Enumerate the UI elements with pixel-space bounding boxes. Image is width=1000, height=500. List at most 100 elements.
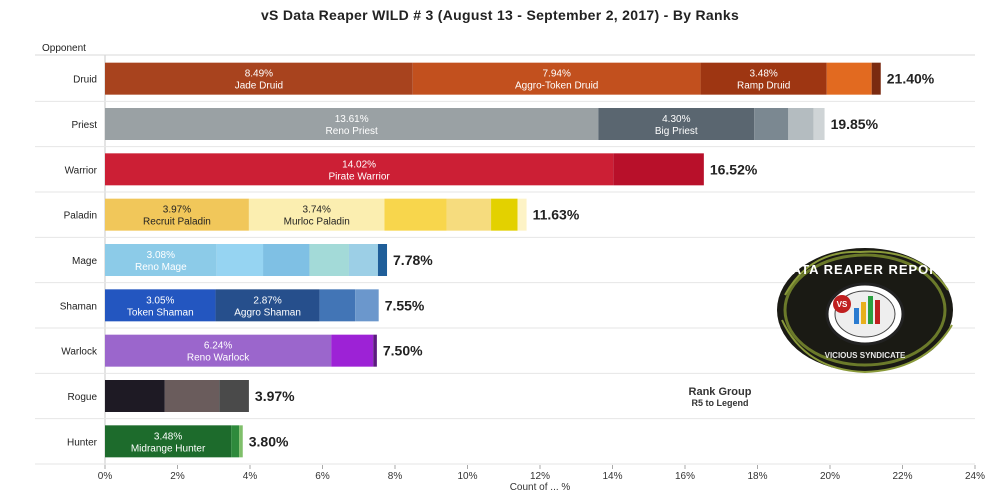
bar-segment bbox=[813, 108, 825, 140]
bar-segment bbox=[105, 62, 413, 95]
bar-segment bbox=[105, 380, 165, 412]
bar-segment bbox=[164, 380, 220, 412]
bar-segment bbox=[446, 198, 492, 231]
chart-title: vS Data Reaper WILD # 3 (August 13 - Sep… bbox=[260, 7, 740, 23]
bar-segment bbox=[105, 289, 216, 322]
category-label: Paladin bbox=[64, 211, 97, 222]
logo-top-text: DATA REAPER REPORT bbox=[781, 262, 948, 277]
bar-segment bbox=[319, 289, 356, 322]
category-label: Warlock bbox=[61, 347, 98, 358]
x-tick-label: 2% bbox=[170, 471, 185, 482]
bar-segment bbox=[263, 244, 310, 276]
category-label: Mage bbox=[72, 256, 97, 267]
x-tick-label: 24% bbox=[965, 471, 985, 482]
bar-segment bbox=[105, 334, 332, 367]
segment-archetype-label: Token Shaman bbox=[127, 307, 194, 318]
segment-archetype-label: Ramp Druid bbox=[737, 81, 790, 92]
segment-archetype-label: Reno Warlock bbox=[187, 353, 250, 364]
y-axis-title: Opponent bbox=[42, 43, 86, 54]
x-axis-title: Count of ... % bbox=[510, 482, 571, 493]
category-label: Rogue bbox=[68, 392, 98, 403]
category-labels: Druid Priest Warrior Paladin Mage Shaman Warlo… bbox=[60, 75, 98, 449]
x-tick-label: 22% bbox=[892, 471, 912, 482]
segment-archetype-label: Recruit Paladin bbox=[143, 217, 211, 228]
category-label: Priest bbox=[71, 120, 97, 131]
x-tick-label: 4% bbox=[243, 471, 258, 482]
bar-segment bbox=[517, 198, 527, 231]
x-axis-ticks: 0% 2% 4% 6% 8% 10% 12% 14% 16% 18% 20% 22% 24% bbox=[98, 465, 985, 482]
category-label: Shaman bbox=[60, 301, 97, 312]
logo-bottom-text: VICIOUS SYNDICATE bbox=[825, 351, 906, 360]
segment-archetype-label: Aggro Shaman bbox=[234, 307, 301, 318]
bar-segment bbox=[231, 425, 240, 458]
segment-percent-label: 14.02% bbox=[342, 159, 376, 170]
bar-segment bbox=[355, 289, 379, 322]
bar-total-label: 11.63% bbox=[533, 207, 580, 223]
x-tick-label: 6% bbox=[315, 471, 330, 482]
x-tick-label: 12% bbox=[530, 471, 550, 482]
data-reaper-logo: VS DATA REAPER REPORT VICIOUS SYNDICATE bbox=[777, 248, 953, 374]
bar-segment bbox=[248, 198, 385, 231]
segment-percent-label: 4.30% bbox=[662, 114, 690, 125]
bar-total-label: 3.80% bbox=[249, 433, 289, 449]
rank-group-legend: Rank Group R5 to Legend bbox=[660, 386, 780, 408]
bar-segment bbox=[598, 108, 755, 140]
segment-percent-label: 3.97% bbox=[163, 205, 191, 216]
bar-segment bbox=[871, 62, 881, 95]
bar-segment bbox=[105, 153, 614, 186]
segment-percent-label: 3.48% bbox=[154, 431, 182, 442]
bar-segment bbox=[215, 289, 320, 322]
bar-total-label: 7.78% bbox=[393, 252, 433, 268]
segment-percent-label: 3.05% bbox=[146, 295, 174, 306]
segment-percent-label: 7.94% bbox=[542, 69, 570, 80]
x-tick-label: 18% bbox=[747, 471, 767, 482]
bar-segment bbox=[788, 108, 814, 140]
x-tick-label: 8% bbox=[388, 471, 403, 482]
bar-total-label: 21.40% bbox=[887, 71, 935, 87]
bar-segment bbox=[105, 244, 217, 276]
bar-total-label: 7.55% bbox=[385, 297, 425, 313]
bar-total-label: 16.52% bbox=[710, 161, 758, 177]
bar-segment bbox=[105, 198, 249, 231]
x-tick-label: 16% bbox=[675, 471, 695, 482]
segment-percent-label: 3.48% bbox=[749, 69, 777, 80]
svg-text:VS: VS bbox=[837, 300, 848, 309]
bar-segment bbox=[613, 153, 704, 186]
bar-segment bbox=[331, 334, 374, 367]
segment-percent-label: 6.24% bbox=[204, 341, 232, 352]
bar-segment bbox=[826, 62, 872, 95]
x-tick-label: 10% bbox=[457, 471, 477, 482]
bar-segment bbox=[239, 425, 243, 458]
bar-segment bbox=[412, 62, 701, 95]
category-label: Hunter bbox=[67, 437, 98, 448]
bar-segment bbox=[105, 108, 599, 140]
bar-segment bbox=[309, 244, 349, 276]
bar-segment bbox=[384, 198, 447, 231]
segment-archetype-label: Pirate Warrior bbox=[328, 171, 390, 182]
x-tick-label: 20% bbox=[820, 471, 840, 482]
segment-archetype-label: Jade Druid bbox=[235, 81, 283, 92]
rank-group-title: Rank Group bbox=[688, 386, 752, 398]
segment-archetype-label: Aggro-Token Druid bbox=[515, 81, 598, 92]
bar-segment bbox=[348, 244, 378, 276]
bar-segment bbox=[373, 334, 377, 367]
bar-segment bbox=[216, 244, 264, 276]
segment-archetype-label: Midrange Hunter bbox=[131, 443, 206, 454]
x-tick-label: 0% bbox=[98, 471, 113, 482]
segment-archetype-label: Reno Priest bbox=[326, 126, 378, 137]
bar-segment bbox=[754, 108, 789, 140]
bar-total-label: 7.50% bbox=[383, 343, 423, 359]
segment-archetype-label: Murloc Paladin bbox=[284, 217, 350, 228]
segment-percent-label: 8.49% bbox=[245, 69, 273, 80]
segment-percent-label: 13.61% bbox=[335, 114, 369, 125]
bar-total-label: 19.85% bbox=[831, 116, 879, 132]
bar-segment bbox=[700, 62, 827, 95]
rank-group-value: R5 to Legend bbox=[691, 398, 749, 408]
segment-archetype-label: Reno Mage bbox=[135, 262, 187, 273]
category-label: Warrior bbox=[65, 165, 98, 176]
bar-segment bbox=[491, 198, 518, 231]
x-tick-label: 14% bbox=[602, 471, 622, 482]
bars: 8.49%Jade Druid 7.94%Aggro-Token Druid 3.4… bbox=[105, 62, 935, 458]
bar-total-label: 3.97% bbox=[255, 388, 295, 404]
